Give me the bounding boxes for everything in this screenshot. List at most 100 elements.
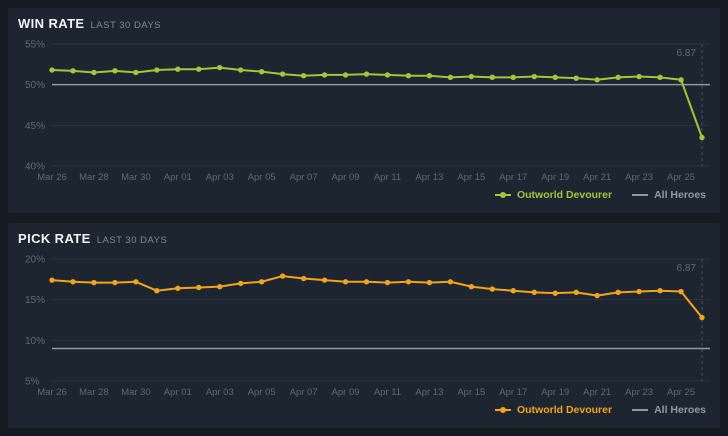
data-point[interactable] [531,289,537,296]
data-point[interactable] [133,69,139,76]
pick-rate-panel: PICK RATE LAST 30 DAYS 5% 10% 15% 20% Mar 26… [8,223,720,428]
x-axis-label: Mar 30 [121,172,151,183]
data-point[interactable] [70,279,76,285]
data-point[interactable] [363,279,370,285]
data-point[interactable] [279,273,286,279]
data-point[interactable] [552,74,558,81]
data-point[interactable] [405,73,412,79]
x-axis-label: Apr 05 [248,387,276,398]
win-rate-legend: Outworld Devourer All Heroes [16,187,712,203]
x-axis-label: Apr 25 [667,387,695,398]
data-point[interactable] [70,68,76,74]
patch-label: 6.87 [677,48,697,59]
data-point[interactable] [321,72,328,78]
data-point[interactable] [300,73,307,79]
data-point[interactable] [552,290,558,296]
data-point[interactable] [468,73,475,80]
data-point[interactable] [196,284,202,291]
data-point[interactable] [49,67,55,73]
x-axis-label: Apr 07 [290,387,318,398]
data-point[interactable] [594,77,600,83]
data-point[interactable] [678,288,684,295]
data-point[interactable] [426,73,433,79]
x-axis-label: Apr 07 [290,172,318,183]
legend-item-outworld-devourer[interactable]: Outworld Devourer [494,189,613,201]
data-point[interactable] [217,283,223,290]
data-point[interactable] [405,279,412,285]
data-point[interactable] [384,279,391,286]
x-axis-label: Apr 15 [457,387,485,398]
data-point[interactable] [489,286,496,292]
data-point[interactable] [615,289,621,296]
x-axis-label: Apr 13 [415,172,443,183]
data-point[interactable] [678,77,684,83]
data-point[interactable] [510,74,516,81]
data-point[interactable] [217,64,223,71]
x-axis-label: Mar 26 [37,172,67,183]
data-point[interactable] [699,134,705,141]
data-point[interactable] [363,71,370,77]
data-point[interactable] [175,66,181,72]
data-point[interactable] [447,279,454,285]
series-line [51,275,703,319]
x-axis-label: Apr 03 [206,387,234,398]
data-point[interactable] [49,277,55,283]
data-point[interactable] [342,72,349,78]
data-point[interactable] [447,74,454,81]
data-point[interactable] [573,289,579,296]
series-line [51,66,703,139]
pick-rate-panel-header: PICK RATE LAST 30 DAYS [18,231,712,247]
data-point[interactable] [300,275,307,282]
x-axis-label: Apr 19 [541,172,569,183]
legend-label: Outworld Devourer [516,404,613,416]
data-point[interactable] [594,292,600,299]
legend-label: All Heroes [654,404,706,416]
patch-label: 6.87 [677,263,697,274]
x-axis-label: Apr 09 [332,172,360,183]
data-point[interactable] [258,279,265,285]
pick-rate-chart: 5% 10% 15% 20% Mar 26 Mar 28 Mar 30 Apr 01 Apr 0… [16,251,712,399]
data-point[interactable] [91,69,97,76]
x-axis-label: Apr 01 [164,172,192,183]
data-point[interactable] [510,288,516,294]
pick-rate-legend: Outworld Devourer All Heroes [16,402,712,418]
x-axis-label: Apr 23 [625,172,653,183]
data-point[interactable] [279,71,286,77]
data-point[interactable] [238,280,244,287]
win-rate-title: WIN RATE [18,16,85,31]
data-point[interactable] [531,73,537,80]
data-point[interactable] [196,66,202,72]
win-rate-panel: WIN RATE LAST 30 DAYS 40% 45% 50% 55% Mar 26… [8,8,720,213]
data-point[interactable] [112,279,118,286]
data-point[interactable] [321,277,328,283]
x-axis-label: Mar 28 [79,172,109,183]
data-point[interactable] [154,288,160,294]
data-point[interactable] [657,288,663,294]
data-point[interactable] [342,279,349,285]
data-point[interactable] [258,68,265,75]
legend-item-all-heroes[interactable]: All Heroes [632,189,706,201]
data-point[interactable] [238,67,244,73]
data-point[interactable] [489,74,496,81]
y-axis-label: 55% [25,40,45,51]
data-point[interactable] [615,74,621,81]
data-point[interactable] [175,285,181,291]
legend-label: Outworld Devourer [516,189,613,201]
legend-item-outworld-devourer[interactable]: Outworld Devourer [494,404,613,416]
data-point[interactable] [154,67,160,73]
x-axis-label: Apr 21 [583,172,611,183]
data-point[interactable] [91,279,97,286]
data-point[interactable] [112,68,118,74]
data-point[interactable] [636,73,642,80]
data-point[interactable] [468,283,475,290]
win-rate-panel-header: WIN RATE LAST 30 DAYS [18,16,712,32]
legend-item-all-heroes[interactable]: All Heroes [632,404,706,416]
data-point[interactable] [426,279,433,286]
data-point[interactable] [573,75,579,81]
data-point[interactable] [699,314,705,321]
data-point[interactable] [133,279,139,285]
data-point[interactable] [636,288,642,295]
x-axis-label: Mar 30 [121,387,151,398]
data-point[interactable] [657,74,663,81]
data-point[interactable] [384,72,391,78]
